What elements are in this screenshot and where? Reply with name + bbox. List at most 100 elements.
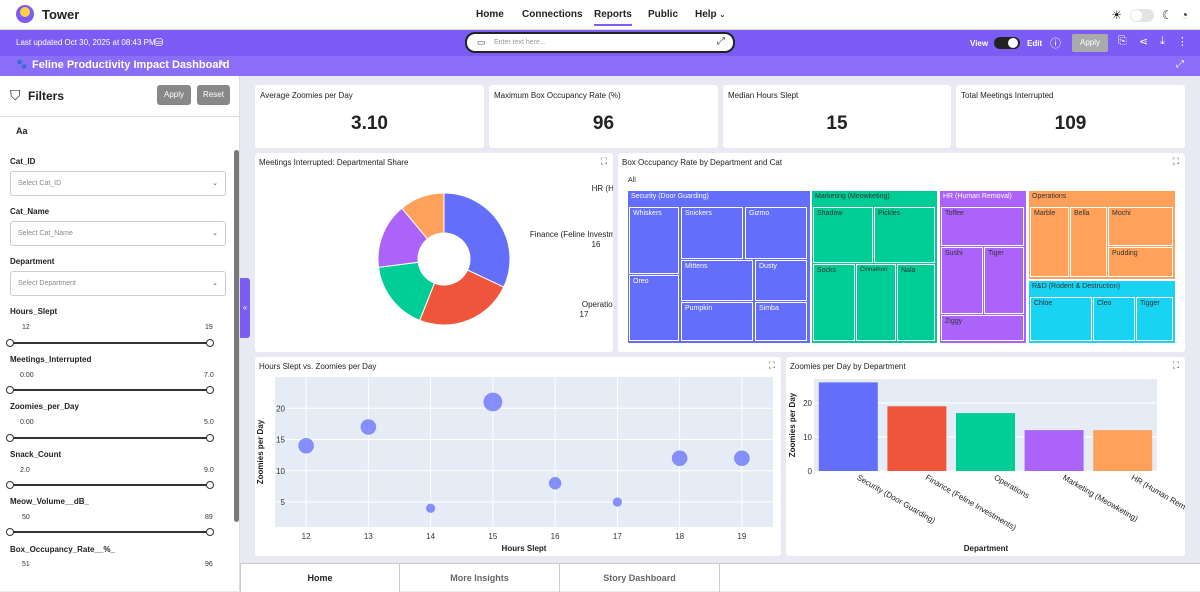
bar [1024,430,1084,471]
kpi-label: Median Hours Slept [728,91,799,100]
treemap-group-marketing[interactable]: Marketing (Meowketing) Shadow Pickles So… [812,191,937,343]
kpi-card: Total Meetings Interrupted 109 [956,85,1185,148]
treemap-cell[interactable]: Tigger [1136,297,1173,341]
pdf-icon[interactable]: ⎘ [1118,35,1127,47]
zoomies-slider[interactable] [6,434,214,442]
logo-icon[interactable] [16,5,34,23]
x-tick-label: 14 [426,532,435,541]
treemap-cell[interactable]: Sushi [941,247,983,314]
donut-chart-card: Meetings Interrupted: Departmental Share… [255,153,613,352]
x-tick-label: Operations [993,473,1031,500]
chevron-down-icon: ⌄ [719,12,726,19]
range-label: Meow_Volume__dB_ [10,497,89,506]
search-input[interactable]: Enter text here... [494,39,546,46]
treemap-cell[interactable]: Marble [1030,207,1069,277]
y-tick-label: 20 [803,399,812,408]
sidebar-scrollbar[interactable] [234,150,239,522]
treemap-cell[interactable]: Snickers [681,207,743,259]
download-icon[interactable]: ⤓ [1160,35,1165,47]
filter-apply-button[interactable]: Apply [157,85,191,105]
toolbar: Last updated Oct 30, 2025 at 08:43 PM ⛁ … [0,30,1200,56]
nav-public[interactable]: Public [648,9,679,20]
expand-icon[interactable]: ⛶ [768,360,775,370]
treemap-cell[interactable]: Mittens [681,260,753,301]
treemap-cell[interactable]: Ziggy [941,315,1024,341]
collapse-sidebar-button[interactable]: « [240,278,250,338]
database-icon[interactable]: ⛁ [154,37,164,49]
page-tabs: Home More Insights Story Dashboard [240,563,1200,592]
range-max: 9.0 [204,467,214,474]
tab-more-insights[interactable]: More Insights [400,564,560,592]
expand-icon[interactable]: ⛶ [1172,360,1179,370]
treemap-group-hr[interactable]: HR (Human Removal) Toffee Sushi Tiger Zi… [940,191,1026,343]
slice-label: Operations [582,300,613,309]
nav-help[interactable]: Help ⌄ [695,9,725,20]
expand-icon[interactable]: ⛶ [600,156,607,166]
fullscreen-icon[interactable]: ⤢ [1176,59,1184,70]
treemap-cell[interactable]: Tiger [984,247,1024,314]
hours-slept-slider[interactable] [6,339,214,347]
treemap-cell[interactable]: Pudding [1108,247,1173,277]
treemap-cell[interactable]: Pickles [874,207,935,263]
apply-button[interactable]: Apply [1072,34,1108,52]
share-icon[interactable]: ⋖ [1138,36,1149,48]
department-select[interactable]: Select Department ⌄ [10,271,226,296]
treemap-group-rnd[interactable]: R&D (Rodent & Destruction) Chloe Cleo Ti… [1029,281,1175,343]
range-min: 51 [22,561,30,568]
expand-icon[interactable]: ⤢ [717,36,725,47]
treemap-group-operations[interactable]: Operations Marble Bella Mochi Pudding [1029,191,1175,279]
treemap-cell[interactable]: Dusty [755,260,807,301]
font-size-icon[interactable]: Aa [16,126,28,136]
view-edit-toggle[interactable] [994,37,1020,49]
treemap-cell[interactable]: Whiskers [629,207,679,274]
treemap-cell[interactable]: Toffee [941,207,1024,246]
user-icon[interactable]: ◔ [1180,8,1188,22]
treemap-cell[interactable]: Cleo [1093,297,1135,341]
treemap-group-security[interactable]: Security (Door Guarding) Whiskers Snicke… [628,191,810,343]
treemap-cell[interactable]: Chloe [1030,297,1092,341]
treemap-cell[interactable]: Gizmo [745,207,807,259]
treemap-cell[interactable]: Socks [813,264,855,341]
treemap-cell[interactable]: Oreo [629,275,679,341]
search-box[interactable]: ▭ Enter text here... ⤢ [465,32,735,53]
sun-icon[interactable]: ☀ [1111,8,1122,22]
scatter-point [298,437,314,454]
meow-slider[interactable] [6,528,214,536]
treemap-cell[interactable]: Shadow [813,207,873,263]
range-max: 5.0 [204,419,214,426]
treemap-cell[interactable]: Mochi [1108,207,1173,246]
tab-story-dashboard[interactable]: Story Dashboard [560,564,720,592]
more-icon[interactable]: ⋮ [1176,36,1188,48]
treemap-cell[interactable]: Pumpkin [681,302,753,341]
range-max: 96 [205,561,213,568]
range-max: 19 [205,324,213,331]
treemap-cell[interactable]: Cinnamon [856,264,896,341]
select-placeholder: Select Cat_Name [18,230,73,237]
nav-home[interactable]: Home [476,9,504,20]
slice-label: Finance (Feline Investments) [530,230,613,239]
moon-icon[interactable]: ☾ [1161,8,1173,22]
info-icon[interactable]: ⓘ [1050,38,1061,50]
slice-value: 17 [580,310,589,319]
x-tick-label: 18 [675,532,684,541]
cat-name-select[interactable]: Select Cat_Name ⌄ [10,221,226,246]
filter-label: Cat_ID [10,157,36,166]
expand-icon[interactable]: ⛶ [1172,156,1179,166]
range-min: 2.0 [20,467,30,474]
nav-reports[interactable]: Reports [594,9,632,26]
treemap-cell[interactable]: Nala [897,264,935,341]
x-tick-label: 16 [551,532,560,541]
tab-home[interactable]: Home [240,564,400,592]
edit-pencil-icon[interactable]: ✎ [218,59,227,70]
treemap-cell[interactable]: Simba [755,302,807,341]
x-tick-label: 12 [302,532,311,541]
nav-connections[interactable]: Connections [522,9,583,20]
treemap-cell[interactable]: Bella [1070,207,1107,277]
group-label: HR (Human Removal) [943,193,1012,200]
y-axis-label: Zoomies per Day [788,392,797,457]
filter-reset-button[interactable]: Reset [197,85,230,105]
meetings-slider[interactable] [6,386,214,394]
cat-id-select[interactable]: Select Cat_ID ⌄ [10,171,226,196]
theme-toggle[interactable] [1129,8,1154,22]
snack-slider[interactable] [6,481,214,489]
